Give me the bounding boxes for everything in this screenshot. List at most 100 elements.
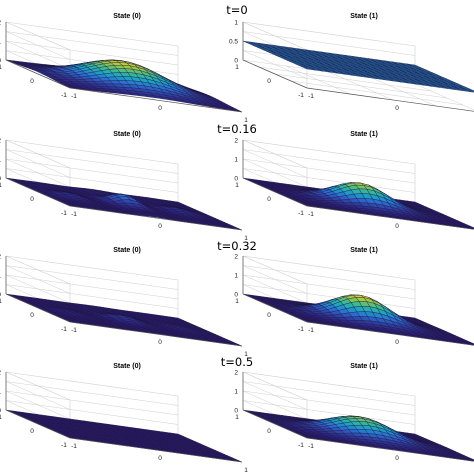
- y-tick-label: 0: [267, 428, 271, 435]
- panel-title: State (0): [113, 363, 141, 370]
- floor-gridline: [258, 66, 432, 92]
- y-tick-label: -1: [61, 210, 67, 217]
- time-label: t=0: [226, 3, 247, 17]
- surface-mesh: [5, 59, 243, 112]
- panel-title: State (1): [350, 363, 378, 370]
- z-tick-label: 1: [234, 273, 238, 280]
- panel-title: State (0): [113, 131, 141, 138]
- surface-mesh: [242, 40, 474, 93]
- surface-panel-r2-c2: State (1)012-101-101: [234, 131, 474, 230]
- y-tick-label: 1: [0, 414, 2, 421]
- y-tick-label: 0: [30, 312, 34, 319]
- x-tick-label: 0: [158, 455, 162, 462]
- x-axis-line: [69, 87, 243, 113]
- z-tick-label: 1: [234, 389, 238, 396]
- x-tick-label: -1: [71, 93, 77, 100]
- z-tick-label: 1: [0, 389, 1, 396]
- z-gridline: [5, 265, 179, 294]
- time-label: t=0.32: [217, 239, 257, 253]
- y-tick-label: 1: [235, 298, 239, 305]
- surface-mesh: [242, 293, 474, 346]
- x-axis-line: [69, 205, 243, 231]
- z-tick-label: 0: [234, 58, 238, 65]
- z-tick-label: 0.5: [229, 39, 238, 46]
- z-gridline: [242, 265, 416, 294]
- y-tick-label: -1: [298, 326, 304, 333]
- y-tick-label: 1: [0, 64, 2, 71]
- z-tick-label: 0: [0, 58, 1, 65]
- x-tick-label: -1: [308, 443, 314, 450]
- surface-cell: [468, 90, 474, 93]
- z-gridline: [242, 381, 416, 410]
- y-tick-label: 1: [235, 182, 239, 189]
- panel-title: State (0): [113, 247, 141, 254]
- y-tick-label: 1: [235, 64, 239, 71]
- x-tick-label: -1: [308, 93, 314, 100]
- x-tick-label: -1: [71, 211, 77, 218]
- x-tick-label: -1: [308, 327, 314, 334]
- surface-panel-r4-c2: State (1)012-101-101: [234, 363, 474, 462]
- surface-mesh: [5, 293, 243, 347]
- floor-gridline: [371, 77, 437, 107]
- z-gridline: [5, 31, 179, 60]
- panel-title: State (1): [350, 131, 378, 138]
- x-axis-line: [69, 321, 243, 347]
- y-tick-label: -1: [298, 210, 304, 217]
- z-tick-label: 2: [234, 138, 238, 145]
- y-axis-line: [5, 177, 71, 207]
- z-tick-label: 2: [0, 138, 1, 145]
- z-tick-label: 0: [0, 292, 1, 299]
- z-tick-label: 2: [0, 370, 1, 377]
- y-tick-label: 0: [267, 196, 271, 203]
- time-label: t=0.16: [217, 122, 257, 136]
- x-tick-label: 1: [244, 467, 248, 474]
- z-tick-label: 0: [0, 176, 1, 183]
- z-tick-label: 1: [234, 157, 238, 164]
- z-tick-label: 0: [234, 176, 238, 183]
- x-tick-label: -1: [71, 443, 77, 450]
- x-tick-label: 0: [395, 105, 399, 112]
- y-tick-label: 1: [0, 298, 2, 305]
- x-tick-label: -1: [308, 211, 314, 218]
- y-tick-label: -1: [61, 92, 67, 99]
- y-axis-line: [5, 59, 71, 89]
- surface-mesh: [5, 177, 243, 231]
- z-gridline: [242, 149, 416, 178]
- surface-mesh: [5, 409, 243, 463]
- y-tick-label: 0: [30, 78, 34, 85]
- x-tick-label: 0: [158, 339, 162, 346]
- z-tick-label: 2: [234, 370, 238, 377]
- x-axis-line: [306, 205, 474, 230]
- x-tick-label: 1: [244, 117, 248, 124]
- y-tick-label: 1: [235, 414, 239, 421]
- y-axis-line: [242, 177, 308, 207]
- y-tick-label: 1: [0, 182, 2, 189]
- surface-panel-r3-c2: State (1)012-101-101: [234, 247, 474, 346]
- surface-panel-r1-c1: State (0)012-101-101: [0, 13, 248, 124]
- y-axis-line: [242, 59, 308, 89]
- surface-mesh: [242, 409, 474, 462]
- surface-panel-r2-c1: State (0)012-101-101: [0, 131, 248, 242]
- x-tick-label: -1: [71, 327, 77, 334]
- y-tick-label: -1: [298, 442, 304, 449]
- x-tick-label: 0: [395, 339, 399, 346]
- surface-panel-r1-c2: State (1)00.51-101-101: [229, 13, 474, 112]
- panel-title: State (1): [350, 13, 378, 20]
- y-tick-label: 0: [30, 196, 34, 203]
- time-label: t=0.5: [221, 355, 253, 369]
- y-tick-label: 0: [30, 428, 34, 435]
- floor-gridline: [274, 73, 448, 99]
- x-tick-label: 0: [395, 223, 399, 230]
- z-tick-label: 1: [234, 20, 238, 27]
- y-tick-label: -1: [61, 442, 67, 449]
- y-tick-label: 0: [267, 312, 271, 319]
- z-gridline: [5, 381, 179, 410]
- x-tick-label: 0: [158, 223, 162, 230]
- z-tick-label: 2: [234, 254, 238, 261]
- z-tick-label: 1: [0, 39, 1, 46]
- x-tick-label: 0: [395, 455, 399, 462]
- surface-panel-r4-c1: State (0)012-101-101: [0, 363, 248, 474]
- x-tick-label: 1: [244, 351, 248, 358]
- panel-title: State (0): [113, 13, 141, 20]
- floor-gridline: [414, 83, 474, 111]
